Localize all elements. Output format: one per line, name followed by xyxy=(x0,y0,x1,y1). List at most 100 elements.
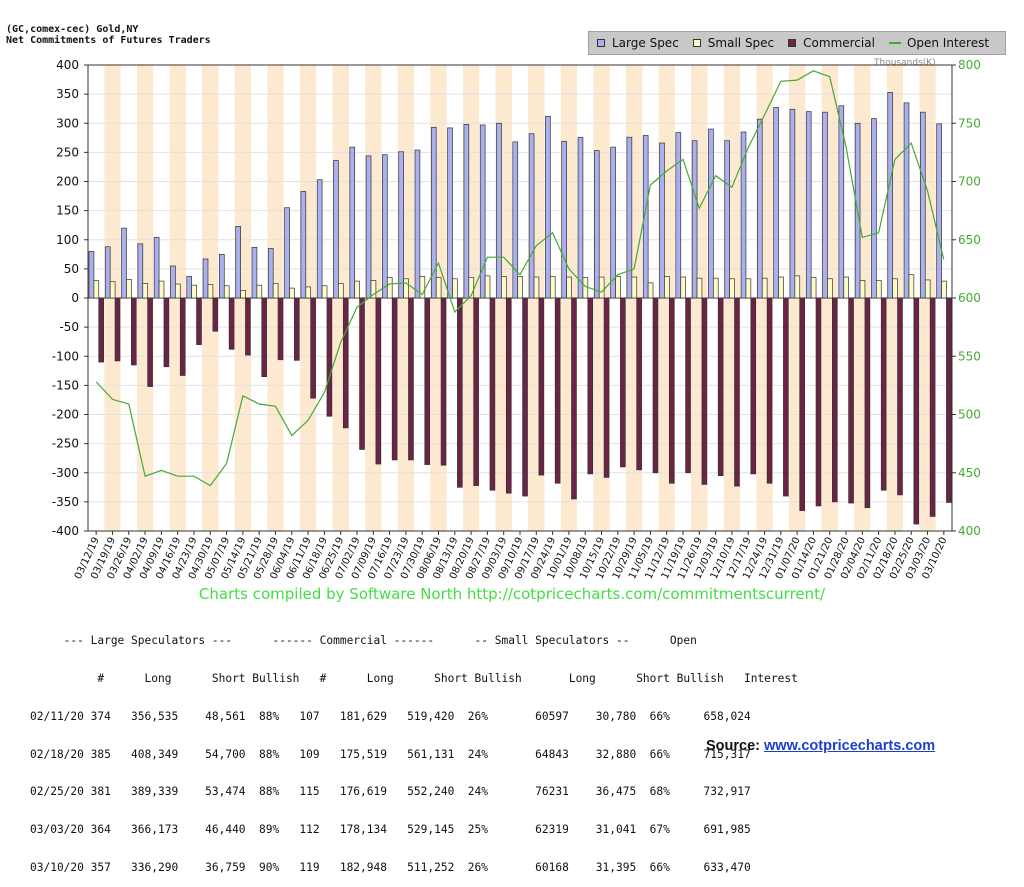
small-spec-bar xyxy=(452,278,458,299)
legend-item-large-spec: Large Spec xyxy=(597,36,679,50)
large-spec-bar xyxy=(104,246,111,299)
commercial-bar xyxy=(587,297,594,475)
commercial-bar xyxy=(489,297,496,491)
chart-title: (GC,comex-cec) Gold,NY Net Commitments o… xyxy=(6,24,211,46)
large-spec-bar xyxy=(610,146,616,299)
legend-item-commercial: Commercial xyxy=(788,36,875,50)
y-tick-label: 100 xyxy=(56,233,79,247)
commercial-bar xyxy=(946,297,952,503)
y-tick-label: -300 xyxy=(52,466,79,480)
y-tick-label: 350 xyxy=(56,87,79,101)
small-spec-bar xyxy=(876,280,882,299)
legend-label-small-spec: Small Spec xyxy=(707,36,775,50)
small-spec-bar xyxy=(761,277,768,299)
small-spec-bar xyxy=(712,277,719,299)
large-spec-bar xyxy=(757,118,763,299)
large-spec-bar xyxy=(153,237,160,299)
commercial-bar xyxy=(457,297,463,488)
large-spec-bar xyxy=(675,132,682,299)
large-spec-bar xyxy=(186,276,193,299)
small-spec-bar xyxy=(321,285,328,299)
y2-tick-label: 800 xyxy=(958,58,981,72)
small-spec-bar xyxy=(305,286,312,299)
commercial-bar xyxy=(799,297,805,511)
commercial-bar xyxy=(261,297,268,377)
large-spec-bar xyxy=(251,246,258,299)
small-spec-bar xyxy=(778,276,784,299)
data-table: --- Large Speculators --- ------ Commerc… xyxy=(30,610,798,887)
commercial-bar xyxy=(228,297,235,350)
large-spec-swatch xyxy=(597,39,605,47)
small-spec-bar xyxy=(729,278,735,299)
small-spec-bar xyxy=(468,277,475,299)
commercial-bar xyxy=(766,297,773,484)
large-spec-bar xyxy=(496,122,502,299)
small-spec-bar xyxy=(908,274,915,299)
large-spec-bar xyxy=(740,131,747,299)
large-spec-bar xyxy=(871,118,877,299)
credit-line: Charts compiled by Software North http:/… xyxy=(198,585,826,603)
commercial-bar xyxy=(375,297,382,465)
large-spec-bar xyxy=(382,154,388,299)
table-row: 02/25/20 381 389,339 53,474 88% 115 176,… xyxy=(30,785,751,799)
large-spec-bar xyxy=(414,149,421,299)
small-spec-bar xyxy=(240,290,246,299)
commercial-bar xyxy=(815,297,822,507)
y-tick-label: -50 xyxy=(59,320,79,334)
commercial-bar xyxy=(864,297,871,509)
large-spec-bar xyxy=(463,124,470,299)
large-spec-bar xyxy=(593,150,600,299)
legend-label-large-spec: Large Spec xyxy=(612,36,679,50)
commercial-bar xyxy=(717,297,724,477)
large-spec-bar xyxy=(822,111,828,299)
table-row: 02/18/20 385 408,349 54,700 88% 109 175,… xyxy=(30,747,751,761)
cot-chart: 400350300250200150100500-50-100-150-200-… xyxy=(52,58,981,581)
small-spec-bar xyxy=(794,275,801,299)
small-spec-bar xyxy=(680,276,686,299)
commercial-bar xyxy=(163,297,170,368)
y2-tick-label: 500 xyxy=(958,408,981,422)
y-tick-label: 50 xyxy=(64,262,79,276)
commercial-bar xyxy=(294,297,300,361)
large-spec-bar xyxy=(561,140,567,299)
commercial-bar xyxy=(831,297,838,503)
large-spec-bar xyxy=(838,105,845,299)
small-spec-bar xyxy=(533,276,540,299)
legend-item-small-spec: Small Spec xyxy=(692,36,775,50)
table-group-header: --- Large Speculators --- ------ Commerc… xyxy=(30,634,697,648)
commercial-bar xyxy=(310,297,316,399)
commercial-bar xyxy=(554,297,561,484)
small-spec-bar xyxy=(338,283,344,299)
large-spec-bar xyxy=(365,155,372,299)
small-spec-bar xyxy=(207,284,214,299)
small-spec-bar xyxy=(158,280,165,299)
small-spec-bar xyxy=(924,279,931,299)
small-spec-bar xyxy=(435,277,442,299)
small-spec-bar xyxy=(664,276,670,299)
commercial-bar xyxy=(212,297,219,332)
source-link[interactable]: www.cotpricecharts.com xyxy=(764,738,936,754)
y2-tick-label: 450 xyxy=(958,466,981,480)
commercial-bar xyxy=(505,297,512,494)
small-spec-bar xyxy=(696,277,703,299)
small-spec-swatch xyxy=(692,39,701,47)
commercial-bar xyxy=(522,297,528,497)
large-spec-bar xyxy=(545,115,551,299)
large-spec-bar xyxy=(170,265,176,299)
large-spec-bar xyxy=(805,111,812,299)
y2-tick-label: 400 xyxy=(958,524,981,538)
large-spec-bar xyxy=(626,136,633,299)
small-spec-bar xyxy=(827,278,833,299)
commercial-bar xyxy=(734,297,740,487)
small-spec-bar xyxy=(142,283,149,299)
small-spec-bar xyxy=(354,280,360,299)
large-spec-bar xyxy=(528,133,535,299)
commercial-bar xyxy=(131,297,137,366)
large-spec-bar xyxy=(773,107,779,299)
small-spec-bar xyxy=(941,280,947,299)
title-line-2: Net Commitments of Futures Traders xyxy=(6,35,211,46)
table-row: 03/10/20 357 336,290 36,759 90% 119 182,… xyxy=(30,860,751,874)
y-tick-label: -100 xyxy=(52,349,79,363)
commercial-bar xyxy=(750,297,757,475)
small-spec-bar xyxy=(582,277,589,299)
